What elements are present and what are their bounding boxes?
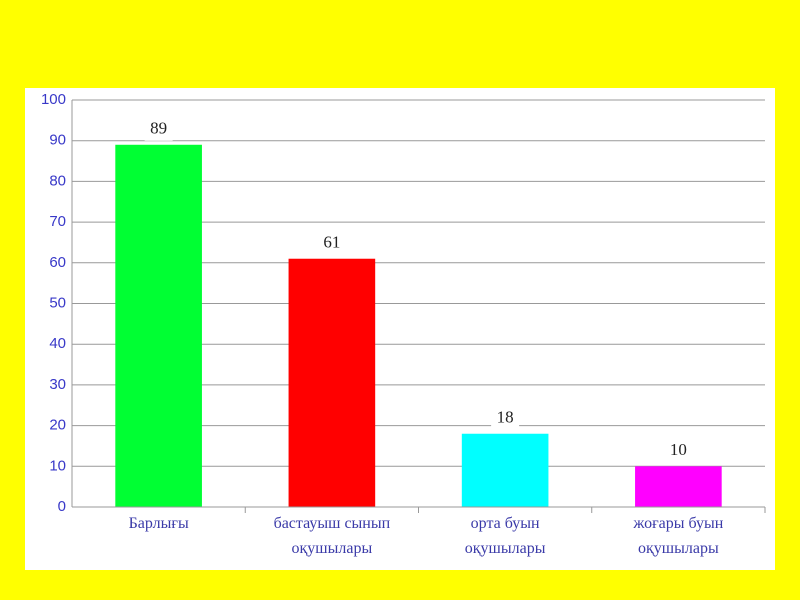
value-label: 10 bbox=[670, 440, 687, 459]
bar bbox=[288, 258, 376, 507]
value-label-bg bbox=[664, 438, 693, 463]
x-tick-label: жоғары буын оқушылары bbox=[633, 515, 724, 557]
x-tick-label: орта буын оқушылары bbox=[464, 515, 546, 557]
y-tick-label: 70 bbox=[49, 213, 66, 230]
bar bbox=[115, 144, 202, 507]
x-tick-label: Барлығы bbox=[128, 515, 189, 532]
bar bbox=[461, 433, 549, 507]
y-tick-label: 90 bbox=[49, 132, 66, 149]
y-tick-label: 40 bbox=[49, 335, 66, 352]
x-tick-label: бастауыш сынып оқушылары bbox=[273, 515, 391, 557]
y-tick-label: 80 bbox=[49, 172, 66, 189]
value-label: 89 bbox=[150, 119, 167, 138]
y-tick-label: 20 bbox=[49, 417, 66, 434]
value-label: 18 bbox=[497, 408, 514, 427]
value-label-bg bbox=[491, 405, 520, 430]
value-label: 61 bbox=[323, 233, 340, 252]
y-tick-label: 0 bbox=[58, 498, 66, 515]
y-tick-label: 30 bbox=[49, 376, 66, 393]
y-tick-label: 10 bbox=[49, 457, 66, 474]
y-tick-label: 60 bbox=[49, 254, 66, 271]
y-tick-label: 100 bbox=[41, 91, 66, 108]
value-label-bg bbox=[144, 116, 173, 141]
bar bbox=[635, 466, 722, 507]
y-tick-label: 50 bbox=[49, 294, 66, 311]
value-label-bg bbox=[317, 230, 346, 255]
